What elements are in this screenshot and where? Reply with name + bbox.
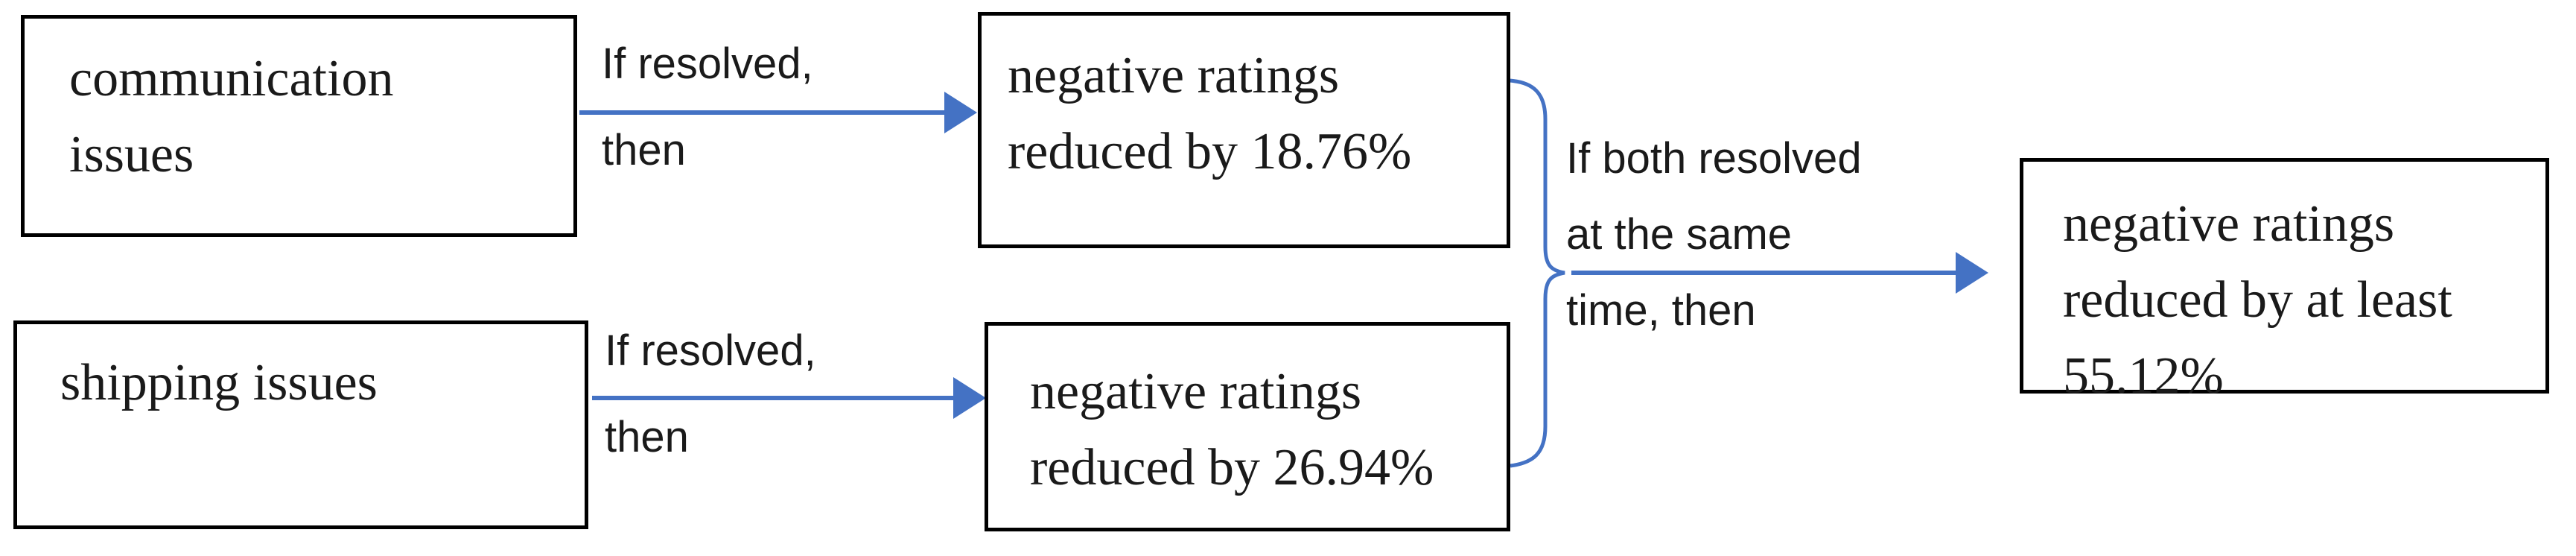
node-label-line: shipping issues	[60, 354, 378, 411]
node-label-line: negative ratings	[2063, 195, 2395, 253]
node-label-line: reduced by at least	[2063, 271, 2452, 329]
brace-connector	[1508, 78, 1565, 468]
edge-label-line: then	[605, 413, 689, 461]
edge-label-line: If both resolved	[1566, 134, 1862, 183]
node-label-line: 55.12%	[2063, 347, 2224, 405]
edge-label-top-condition: If resolved, then	[602, 21, 813, 194]
edge-label-line: If resolved,	[602, 40, 813, 88]
edge-label-line: then	[602, 126, 686, 174]
node-negative-ratings-26: negative ratings reduced by 26.94%	[985, 322, 1510, 531]
node-shipping-issues: shipping issues	[13, 320, 588, 529]
arrow-head-icon	[1956, 252, 1988, 294]
node-label-line: negative ratings	[1008, 47, 1340, 104]
node-communication-issues: communication issues	[21, 15, 577, 237]
node-label-line: negative ratings	[1030, 363, 1362, 420]
node-negative-ratings-55: negative ratings reduced by at least 55.…	[2020, 158, 2549, 405]
node-negative-ratings-18: negative ratings reduced by 18.76%	[978, 12, 1510, 248]
edge-label-bottom-condition: If resolved, then	[605, 308, 816, 481]
arrow-head-icon	[953, 377, 986, 419]
arrow-head-icon	[944, 92, 977, 133]
edge-label-line: time, then	[1566, 286, 1756, 335]
node-label-line: reduced by 18.76%	[1008, 123, 1412, 180]
node-label-line: communication	[69, 50, 394, 107]
node-label-line: reduced by 26.94%	[1030, 439, 1434, 496]
edge-label-both-condition: If both resolved at the same time, then	[1566, 121, 1862, 349]
edge-label-line: If resolved,	[605, 326, 816, 375]
node-label-line: issues	[69, 126, 194, 183]
edge-label-line: at the same	[1566, 210, 1793, 259]
